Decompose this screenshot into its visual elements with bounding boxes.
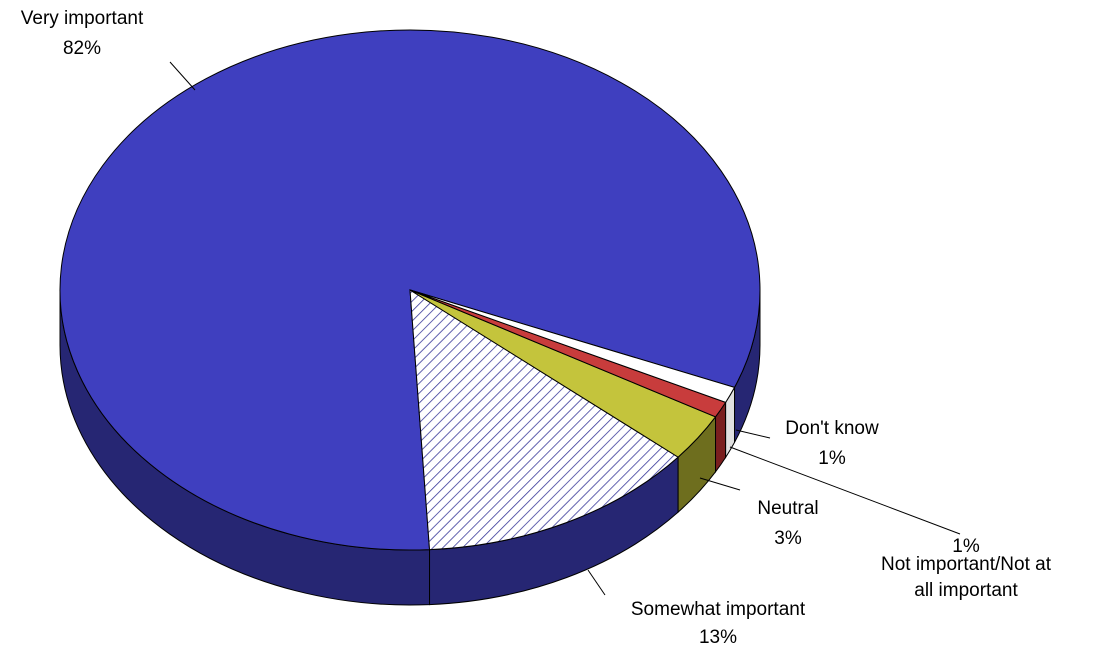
label-not-important-name-line1: Not important/Not at: [881, 554, 1052, 575]
label-neutral-value: 3%: [774, 528, 802, 549]
pie-slice-somewhat-important: [409, 289, 679, 551]
label-dont-know-name: Don't know: [785, 418, 879, 439]
label-very-important-value: 82%: [63, 38, 101, 59]
slice-labels: Very important 82% Somewhat important 13…: [21, 8, 1052, 648]
label-neutral-name: Neutral: [757, 498, 818, 519]
label-leader-lines: [169, 61, 961, 596]
label-somewhat-important-name: Somewhat important: [631, 599, 806, 620]
pie-slice-dont-know: [409, 289, 736, 403]
leader-neutral: [699, 477, 741, 491]
label-not-important-value: 1%: [952, 536, 980, 557]
pie-sides: [59, 289, 761, 606]
leader-somewhat-important: [587, 569, 606, 596]
label-somewhat-important-value: 13%: [699, 627, 737, 648]
label-not-important-name-line2: all important: [914, 580, 1018, 601]
leader-very-important: [169, 61, 196, 91]
leader-not-important: [729, 446, 961, 535]
leader-dont-know: [735, 429, 771, 439]
pie-slices: [59, 29, 761, 551]
label-very-important-name: Very important: [21, 8, 144, 29]
label-dont-know-value: 1%: [818, 448, 846, 469]
